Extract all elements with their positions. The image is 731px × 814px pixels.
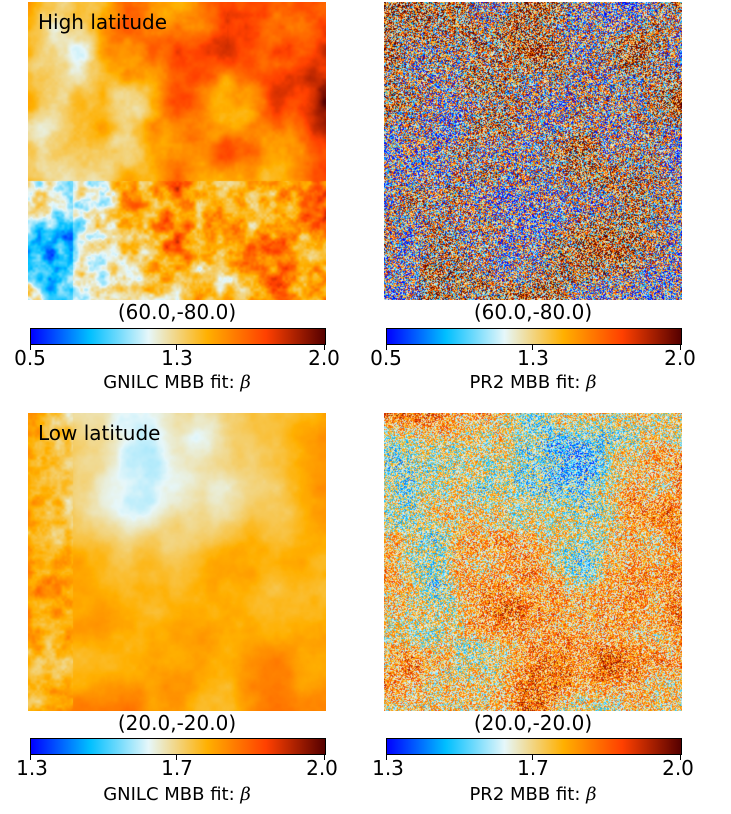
colorbar bbox=[30, 738, 326, 755]
colorbar-label-text: GNILC MBB fit: bbox=[103, 372, 235, 393]
beta-map-canvas bbox=[28, 413, 326, 711]
beta-map-gnilc-high: High latitude bbox=[28, 2, 326, 300]
colorbar bbox=[386, 738, 682, 755]
colorbar-tick bbox=[532, 755, 533, 760]
colorbar-tick bbox=[386, 345, 387, 350]
beta-symbol: β bbox=[240, 784, 251, 805]
colorbar-tick bbox=[30, 755, 31, 760]
colorbar-tick bbox=[324, 755, 325, 760]
colorbar-label-text: PR2 MBB fit: bbox=[469, 372, 581, 393]
colorbar-tick bbox=[176, 345, 177, 350]
beta-symbol: β bbox=[586, 784, 597, 805]
colorbar-max-label: 2.0 bbox=[662, 756, 694, 780]
colorbar-label: GNILC MBB fit: β bbox=[28, 784, 326, 805]
beta-map-pr2-low bbox=[384, 413, 682, 711]
colorbar-max-label: 2.0 bbox=[306, 756, 338, 780]
coordinate-label: (20.0,-20.0) bbox=[117, 711, 237, 735]
colorbar-label: GNILC MBB fit: β bbox=[28, 372, 326, 393]
colorbar-tick bbox=[30, 345, 31, 350]
colorbar-min-label: 0.5 bbox=[14, 346, 46, 370]
colorbar bbox=[386, 328, 682, 345]
colorbar-label: PR2 MBB fit: β bbox=[384, 784, 682, 805]
coordinate-label: (60.0,-80.0) bbox=[117, 300, 237, 324]
region-label: Low latitude bbox=[38, 421, 161, 445]
coordinate-label: (60.0,-80.0) bbox=[473, 300, 593, 324]
colorbar-min-label: 1.3 bbox=[372, 756, 404, 780]
colorbar bbox=[30, 328, 326, 345]
colorbar-tick bbox=[680, 755, 681, 760]
colorbar-tick bbox=[324, 345, 325, 350]
colorbar-min-label: 1.3 bbox=[16, 756, 48, 780]
coordinate-label: (20.0,-20.0) bbox=[473, 711, 593, 735]
colorbar-mid-label: 1.7 bbox=[161, 756, 193, 780]
beta-symbol: β bbox=[586, 372, 597, 393]
colorbar-max-label: 2.0 bbox=[308, 346, 340, 370]
colorbar-mid-label: 1.7 bbox=[517, 756, 549, 780]
colorbar-mid-label: 1.3 bbox=[517, 346, 549, 370]
beta-map-canvas bbox=[28, 2, 326, 300]
panel-pr2-low-latitude: (20.0,-20.0) 1.3 1.7 2.0 PR2 MBB fit: β bbox=[372, 410, 694, 814]
colorbar-tick bbox=[532, 345, 533, 350]
region-label: High latitude bbox=[38, 10, 168, 34]
beta-map-pr2-high bbox=[384, 2, 682, 300]
colorbar-tick bbox=[680, 345, 681, 350]
colorbar-label-text: GNILC MBB fit: bbox=[103, 784, 235, 805]
panel-gnilc-high-latitude: High latitude (60.0,-80.0) 0.5 1.3 2.0 G… bbox=[14, 0, 340, 400]
panel-gnilc-low-latitude: Low latitude (20.0,-20.0) 1.3 1.7 2.0 GN… bbox=[16, 410, 338, 814]
panel-pr2-high-latitude: (60.0,-80.0) 0.5 1.3 2.0 PR2 MBB fit: β bbox=[370, 0, 696, 400]
colorbar-mid-label: 1.3 bbox=[161, 346, 193, 370]
beta-map-gnilc-low: Low latitude bbox=[28, 413, 326, 711]
beta-map-canvas bbox=[384, 413, 682, 711]
colorbar-tick bbox=[176, 755, 177, 760]
colorbar-min-label: 0.5 bbox=[370, 346, 402, 370]
beta-symbol: β bbox=[240, 372, 251, 393]
beta-map-canvas bbox=[384, 2, 682, 300]
colorbar-label-text: PR2 MBB fit: bbox=[469, 784, 581, 805]
colorbar-label: PR2 MBB fit: β bbox=[384, 372, 682, 393]
colorbar-tick bbox=[386, 755, 387, 760]
colorbar-max-label: 2.0 bbox=[664, 346, 696, 370]
